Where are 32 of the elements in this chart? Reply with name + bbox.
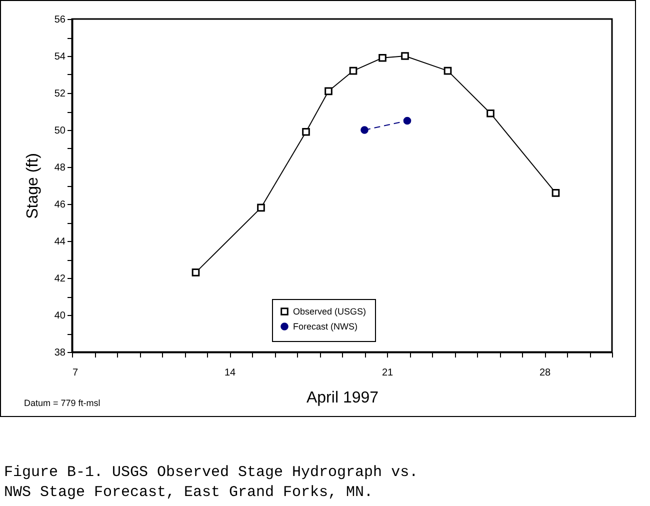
point (486, 109, 494, 118)
text: Figure B-1. USGS Observed Stage Hydrograph vs. NWS Stage Forecast, East Grand Forks, MN. (4, 464, 418, 501)
x-tick-label: 14 (224, 368, 236, 378)
point (378, 54, 386, 62)
point (403, 116, 412, 125)
point (401, 52, 409, 60)
y-tick-label: 50 (54, 126, 66, 136)
x-tick-label: 28 (539, 368, 551, 378)
y-tick-label: 48 (54, 162, 66, 174)
text: Datum = 779 ft-msl (24, 398, 100, 408)
x-tick-label: 21 (382, 368, 394, 378)
y-tick-label: 38 (54, 348, 66, 358)
point (192, 268, 200, 276)
point (360, 126, 368, 134)
y-axis-title: Stage (ft) (24, 153, 42, 219)
legend-label: Observed (USGS) (293, 306, 366, 316)
point (444, 66, 452, 75)
y-tick-label: 56 (54, 14, 66, 26)
legend-label: Forecast (NWS) (293, 322, 358, 332)
point (349, 66, 358, 75)
y-tick-label: 46 (54, 200, 66, 210)
x-tick-label: 7 (72, 368, 78, 378)
point (302, 128, 310, 136)
point (257, 204, 265, 212)
x-axis-title: April 1997 (306, 390, 379, 406)
y-tick-label: 52 (54, 88, 66, 100)
y-tick-label: 40 (54, 310, 66, 322)
point (552, 188, 560, 197)
y-tick-label: 54 (54, 52, 66, 62)
point (324, 87, 332, 96)
y-tick-label: 44 (54, 236, 66, 248)
y-tick-label: 42 (54, 274, 66, 284)
